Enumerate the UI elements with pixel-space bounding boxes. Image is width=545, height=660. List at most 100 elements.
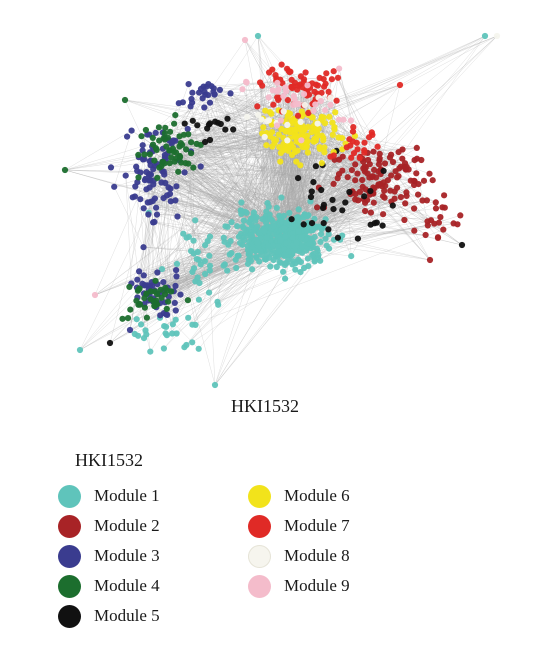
network-node-module-3	[205, 81, 212, 88]
network-node-module-7	[254, 103, 261, 110]
network-node-module-3	[206, 99, 214, 106]
network-node-module-2	[401, 160, 409, 167]
network-node-module-1	[253, 214, 260, 221]
network-node-module-4	[124, 315, 132, 322]
network-node-module-3	[124, 133, 131, 140]
network-node-module-3	[134, 167, 141, 174]
network-edge	[388, 35, 486, 175]
network-node-module-6	[321, 149, 328, 156]
network-node-module-6	[316, 144, 323, 151]
network-node-module-1	[317, 238, 324, 245]
network-node-module-4	[165, 298, 172, 305]
network-node-module-1	[248, 232, 255, 239]
network-node-module-3	[136, 268, 143, 275]
network-node-module-4	[188, 139, 195, 146]
network-node-module-4	[176, 154, 184, 161]
network-node-module-2	[388, 151, 395, 158]
network-edge	[217, 267, 305, 302]
network-node-module-1	[251, 227, 258, 234]
network-node-module-1	[273, 263, 280, 271]
network-node-module-2	[381, 187, 388, 194]
network-node-module-1	[185, 314, 192, 321]
network-node-module-2	[394, 184, 401, 191]
network-node-module-6	[318, 160, 325, 167]
network-edge	[204, 92, 229, 245]
legend-label-module-7: Module 7	[284, 516, 350, 535]
network-node-module-4	[143, 291, 150, 298]
network-node-module-7	[361, 139, 368, 146]
network-edge	[246, 82, 248, 232]
network-node-module-6	[320, 114, 327, 121]
network-node-module-2	[437, 214, 444, 221]
network-node-module-2	[330, 180, 337, 187]
network-node-module-4	[161, 130, 168, 137]
network-node-module-4	[183, 146, 190, 153]
network-node-module-5	[307, 193, 315, 201]
network-node-module-2	[440, 226, 447, 233]
network-node-module-9	[310, 107, 317, 114]
network-node-module-1	[202, 270, 209, 278]
network-node-module-8	[258, 116, 265, 123]
network-node-module-1	[265, 254, 273, 261]
network-edge	[259, 82, 293, 222]
network-edge	[305, 35, 486, 141]
network-node-module-1	[76, 346, 84, 354]
network-node-module-7	[318, 89, 325, 96]
network-node-module-7	[327, 153, 334, 160]
network-node-module-1	[281, 225, 288, 232]
network-node-module-4	[146, 151, 153, 158]
network-node-module-9	[340, 116, 347, 123]
network-node-module-6	[276, 144, 283, 151]
network-node-module-2	[314, 204, 321, 211]
legend-label-module-6: Module 6	[284, 486, 350, 505]
network-node-module-8	[265, 117, 273, 124]
network-node-module-3	[132, 183, 139, 190]
network-node-module-3	[140, 272, 147, 279]
network-node-module-1	[169, 321, 176, 328]
network-node-module-7	[396, 81, 404, 89]
network-node-module-1	[147, 348, 154, 355]
network-node-module-3	[227, 90, 234, 97]
network-node-module-3	[126, 326, 134, 334]
network-node-module-1	[252, 247, 259, 254]
network-edge	[163, 138, 296, 153]
network-node-module-2	[441, 192, 448, 199]
network-node-module-1	[315, 251, 322, 258]
network-node-module-1	[253, 254, 260, 261]
network-node-module-5	[206, 136, 214, 144]
network-node-module-1	[163, 332, 170, 339]
network-node-module-5	[379, 222, 386, 229]
network-node-module-1	[289, 230, 296, 237]
legend-item-module-9: Module 9	[248, 573, 350, 599]
network-node-module-1	[173, 260, 181, 267]
network-node-module-7	[323, 70, 330, 77]
network-node-module-1	[235, 233, 242, 240]
network-node-module-2	[415, 191, 422, 198]
network-node-module-6	[326, 113, 333, 120]
network-node-module-2	[413, 170, 420, 177]
network-node-module-4	[119, 315, 126, 322]
network-node-module-9	[277, 117, 284, 124]
network-node-module-1	[281, 261, 288, 269]
network-node-module-2	[432, 205, 440, 212]
network-node-module-5	[288, 216, 295, 223]
network-node-module-1	[193, 256, 200, 263]
network-node-module-2	[423, 197, 430, 204]
network-node-module-5	[222, 126, 229, 133]
network-node-module-7	[325, 88, 332, 95]
network-node-module-9	[327, 101, 334, 108]
network-node-module-1	[265, 203, 272, 210]
network-node-module-9	[282, 84, 289, 91]
network-node-module-4	[135, 151, 142, 158]
network-node-module-2	[376, 150, 383, 157]
legend-item-module-8: Module 8	[248, 543, 350, 569]
network-node-module-9	[91, 291, 99, 299]
network-node-module-9	[280, 93, 287, 100]
network-node-module-4	[151, 302, 158, 310]
network-node-module-1	[241, 230, 249, 237]
network-node-module-2	[359, 176, 366, 184]
network-node-module-7	[275, 96, 282, 103]
network-edge	[311, 191, 395, 245]
network-node-module-5	[194, 122, 201, 129]
network-node-module-7	[330, 68, 337, 75]
